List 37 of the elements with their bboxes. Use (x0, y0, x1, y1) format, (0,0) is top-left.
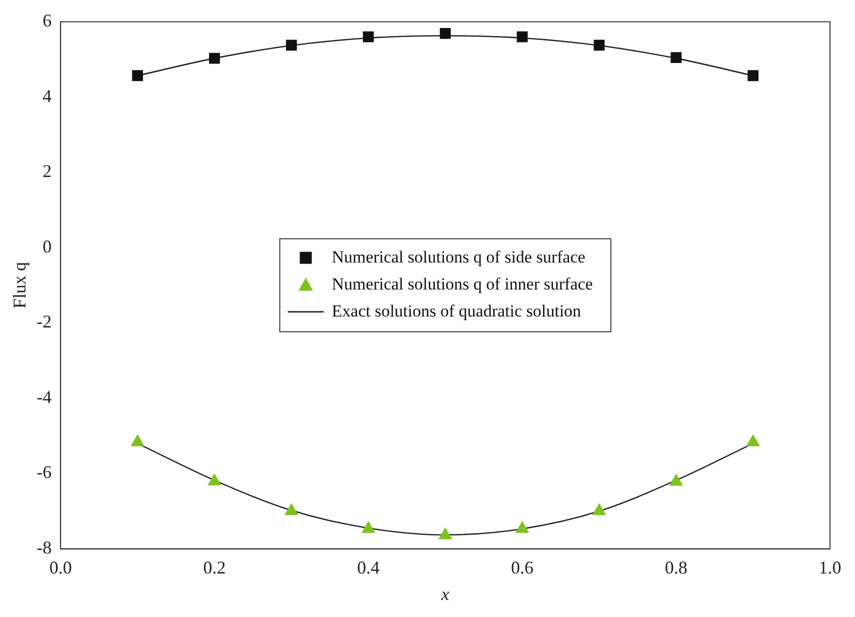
point (440, 28, 451, 39)
y-tick-label: 0 (42, 236, 52, 256)
y-axis-title: Flux q (10, 262, 30, 309)
point (438, 528, 452, 540)
legend-label: Exact solutions of quadratic solution (332, 301, 582, 320)
y-tick-label: -8 (36, 538, 52, 558)
y-tick-label: 2 (42, 161, 52, 182)
x-tick-label: 0.4 (357, 557, 380, 578)
x-tick-label: 1.0 (818, 557, 842, 578)
point (594, 40, 605, 51)
point (516, 31, 528, 42)
x-axis-title: x (440, 584, 450, 604)
point (362, 31, 374, 42)
point (209, 52, 220, 64)
x-tick-label: 0.2 (203, 557, 226, 578)
point (132, 70, 143, 82)
point (284, 504, 298, 516)
x-tick-label: 0.6 (510, 557, 534, 578)
y-tick-label: 4 (42, 86, 52, 106)
y-tick-label: -2 (36, 312, 52, 332)
y-tick-label: -6 (36, 462, 52, 482)
legend-label: Numerical solutions q of inner surface (332, 274, 593, 294)
point (748, 70, 759, 82)
point (516, 521, 529, 533)
point (670, 474, 683, 486)
point (362, 521, 375, 533)
point (286, 40, 297, 51)
x-tick-label: 0.8 (664, 557, 688, 578)
x-tick-label: 0.0 (49, 557, 72, 578)
point (670, 52, 682, 64)
y-tick-label: 6 (42, 10, 52, 31)
point (592, 504, 606, 516)
point (208, 474, 222, 486)
y-tick-label: -4 (36, 386, 52, 407)
point (130, 434, 144, 446)
legend-label: Numerical solutions q of side surface (332, 247, 586, 266)
point (746, 434, 760, 446)
